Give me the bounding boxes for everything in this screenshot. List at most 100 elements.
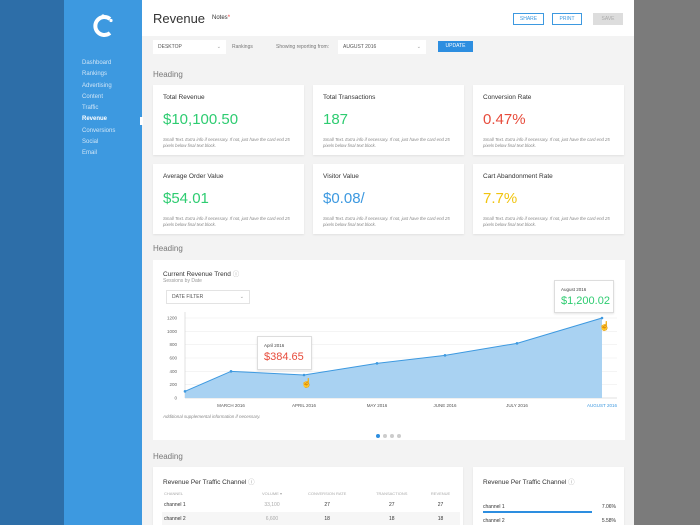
revenue-trend-card: Current Revenue Trend ⓘ Sessions by Date… — [153, 260, 625, 440]
table-cell: 27 — [324, 502, 330, 508]
notes-marker: * — [227, 15, 231, 21]
logo-icon — [93, 14, 113, 37]
pagination-dot[interactable] — [376, 434, 380, 438]
info-icon[interactable]: ⓘ — [232, 271, 240, 278]
sidebar-item-dashboard[interactable]: Dashboard — [82, 60, 112, 66]
x-tick-label: JUNE 2016 — [433, 403, 457, 408]
section-heading: Heading — [153, 452, 183, 461]
channel-bar — [483, 511, 593, 513]
sidebar-item-social[interactable]: Social — [82, 139, 99, 146]
y-tick-label: 400 — [169, 369, 177, 374]
date-filter-value: DATE FILTER — [172, 294, 204, 300]
tooltip-month: August 2016 — [561, 287, 587, 292]
y-tick-label: 800 — [169, 342, 177, 347]
chart-title-text: Current Revenue Trend — [163, 271, 231, 278]
column-header: TRANSACTIONS — [376, 491, 408, 496]
sidebar-item-advertising[interactable]: Advertising — [82, 82, 112, 89]
data-point — [515, 342, 519, 345]
data-point — [229, 370, 233, 373]
card-title-text: Revenue Per Traffic Channel — [163, 479, 247, 486]
kpi-value: $10,100.50 — [163, 111, 239, 128]
tooltip-month: April 2016 — [264, 343, 285, 348]
channel-value: 7.06% — [601, 504, 616, 510]
share-button[interactable]: SHARE — [513, 13, 544, 25]
tooltip-value: $384.65 — [264, 351, 304, 363]
device-select[interactable]: DESKTOP ⌄ — [153, 40, 226, 54]
kpi-subtext: Small Text. Extra info if necessary. If … — [483, 137, 610, 148]
column-header: CONVERSION RATE — [307, 491, 347, 496]
channel-bars-card: Revenue Per Traffic Channel ⓘ channel 1 7… — [473, 467, 624, 525]
column-header: REVENUE — [430, 491, 451, 496]
print-button[interactable]: PRINT — [552, 13, 582, 25]
kpi-card: Total Revenue $10,100.50 Small Text. Extra… — [153, 85, 304, 155]
header: Revenue Notes* SHARE PRINT SAVE — [142, 0, 634, 36]
x-tick-label: MAY 2016 — [367, 403, 388, 408]
sidebar-nav: Dashboard Rankings Advertising Content Traff… — [82, 60, 115, 162]
section-heading: Heading — [153, 70, 183, 79]
column-header[interactable]: VOLUME ▾ — [261, 491, 282, 496]
month-select[interactable]: AUGUST 2016 ⌄ — [338, 40, 426, 54]
sidebar-item-rankings[interactable]: Rankings — [82, 71, 108, 78]
column-header: CHANNEL — [164, 491, 184, 496]
data-point — [443, 354, 447, 357]
kpi-card: Average Order Value $54.01 Small Text. Ext… — [153, 164, 304, 234]
kpi-title: Total Transactions — [323, 94, 376, 101]
kpi-subtext: Small Text. Extra info if necessary. If … — [163, 137, 290, 148]
hand-cursor-icon: ☝ — [301, 377, 312, 389]
channel-bar-row: channel 1 7.06% — [483, 504, 616, 518]
table-cell: channel 1 — [164, 502, 186, 508]
table-cell: 27 — [388, 502, 395, 508]
sidebar-item-email[interactable]: Email — [82, 150, 98, 157]
sidebar-item-content[interactable]: Content — [82, 93, 104, 100]
y-tick-label: 200 — [169, 382, 177, 387]
kpi-value: 187 — [323, 111, 349, 128]
kpi-value: 0.47% — [483, 111, 526, 128]
kpi-title: Cart Abandonment Rate — [483, 173, 553, 180]
save-button[interactable]: SAVE — [593, 13, 623, 25]
date-filter-select[interactable]: DATE FILTER ⌄ — [166, 290, 250, 304]
reporting-label: Showing reporting from: — [276, 44, 330, 50]
sidebar-item-conversions[interactable]: Conversions — [82, 127, 116, 134]
table-cell: 18 — [324, 516, 330, 522]
sidebar-item-traffic[interactable]: Traffic — [82, 105, 99, 112]
data-point — [302, 373, 306, 377]
pagination-dot[interactable] — [397, 434, 401, 438]
pagination-dot[interactable] — [390, 434, 394, 438]
table-row: channel 1 33,100 27 27 27 — [162, 498, 460, 512]
kpi-card: Visitor Value $0.08/Small Text. Extra inf… — [313, 164, 464, 234]
chart-footnote: Additional supplemental information if n… — [163, 414, 261, 419]
chevron-down-icon: ⌄ — [239, 294, 244, 300]
table-cell: 6,600 — [265, 516, 279, 522]
sidebar-item-revenue[interactable]: Revenue — [82, 116, 108, 123]
kpi-subtext: Small Text. Extra info if necessary. If … — [323, 216, 450, 227]
table-cell: 18 — [388, 516, 395, 522]
kpi-card: Cart Abandonment Rate 7.7% Small Text. Ext… — [473, 164, 624, 234]
filter-bar: DESKTOP ⌄ Rankings Showing reporting from… — [142, 36, 634, 60]
notes-label: Notes — [212, 15, 228, 21]
card-title: Revenue Per Traffic Channel ⓘ — [483, 476, 575, 486]
data-point — [375, 362, 379, 365]
chart-title: Current Revenue Trend ⓘ — [163, 268, 239, 278]
info-icon[interactable]: ⓘ — [568, 479, 575, 486]
channel-value: 5.58% — [601, 518, 616, 524]
channel-table-card: Revenue Per Traffic Channel ⓘ CHANNEL VOL… — [153, 467, 463, 525]
tooltip-april: April 2016 $384.65 — [257, 336, 312, 370]
kpi-title: Average Order Value — [163, 173, 224, 180]
update-button[interactable]: UPDATE — [438, 41, 473, 52]
area-fill — [185, 318, 602, 398]
info-icon[interactable]: ⓘ — [248, 479, 255, 486]
x-tick-label: AUGUST 2016 — [587, 403, 617, 408]
pagination-dots — [376, 425, 404, 443]
table-cell: channel 2 — [164, 516, 186, 522]
x-tick-label: JULY 2016 — [506, 403, 528, 408]
kpi-title: Conversion Rate — [483, 94, 532, 101]
y-tick-label: 600 — [169, 356, 177, 361]
kpi-value: 7.7% — [483, 190, 518, 207]
tooltip-august: August 2016 $1,200.02 — [554, 280, 614, 313]
data-point — [183, 390, 187, 393]
y-tick-label: 1200 — [167, 316, 178, 321]
notes-link[interactable]: Notes* — [212, 15, 230, 21]
month-value: AUGUST 2016 — [343, 44, 377, 50]
pagination-dot[interactable] — [383, 434, 387, 438]
chart-subtitle: Sessions by Date — [163, 278, 202, 284]
